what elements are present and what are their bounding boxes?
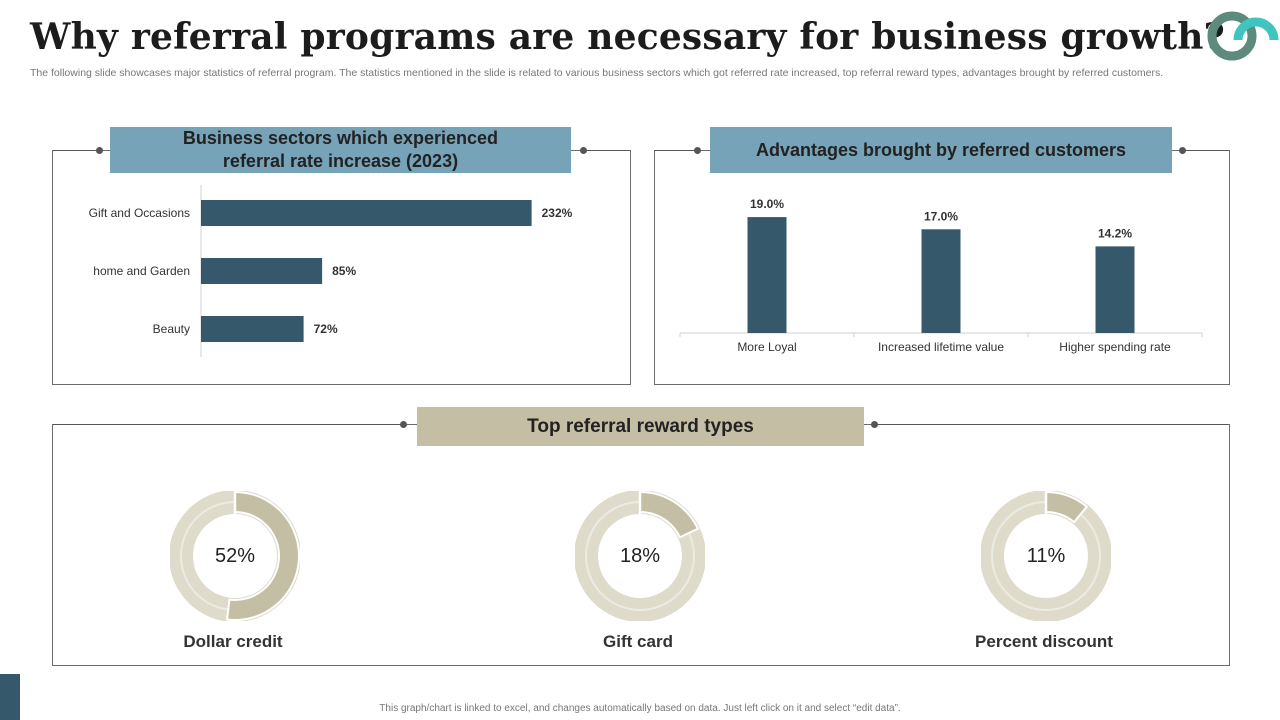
footer-note: This graph/chart is linked to excel, and… <box>379 703 901 714</box>
advantages-bar-chart: 19.0% More Loyal 17.0% Increased lifetime v… <box>679 197 1203 354</box>
rewards-connector-line-right <box>875 424 1228 425</box>
rewards-connector-dot-left <box>400 421 407 428</box>
sectors-value-label-beauty: 72% <box>314 322 338 336</box>
advantages-value-label-increased-lifetime-value: 17.0% <box>924 209 958 223</box>
donut-gift-card-ring <box>574 490 706 622</box>
donut-percent-discount-value: 11% <box>1026 544 1066 567</box>
advantages-bar-more-loyal <box>747 217 787 333</box>
donut-gift-card: 18% <box>574 490 706 622</box>
advantages-category-label-increased-lifetime-value: Increased lifetime value <box>878 340 1004 354</box>
sectors-connector-line-right <box>584 150 629 151</box>
rewards-panel-title: Top referral reward types <box>417 407 864 446</box>
advantages-connector-line-left <box>655 150 697 151</box>
donut-percent-discount-ring <box>980 490 1112 622</box>
advantages-connector-dot-left <box>694 147 701 154</box>
advantages-panel-title: Advantages brought by referred customers <box>710 127 1172 173</box>
sectors-category-label-beauty: Beauty <box>153 322 190 336</box>
advantages-bar-higher-spending-rate <box>1095 246 1135 333</box>
side-accent-bar <box>0 674 20 720</box>
sectors-connector-dot-right <box>580 147 587 154</box>
sectors-category-label-gift-and-occasions: Gift and Occasions <box>89 206 190 220</box>
donut-dollar-credit-value: 52% <box>214 544 256 567</box>
donut-percent-discount: 11% <box>980 490 1112 622</box>
donut-slice-gift-card <box>639 490 700 539</box>
advantages-category-label-higher-spending-rate: Higher spending rate <box>1059 340 1171 354</box>
rewards-connector-dot-right <box>871 421 878 428</box>
sectors-category-label-home-and-garden: home and Garden <box>93 264 190 278</box>
advantages-category-label-more-loyal: More Loyal <box>737 340 796 354</box>
donut-slice-percent-discount <box>1045 490 1089 524</box>
advantages-value-label-more-loyal: 19.0% <box>750 197 784 211</box>
advantages-bar-increased-lifetime-value <box>921 229 961 333</box>
advantages-connector-line-right <box>1183 150 1228 151</box>
company-logo-icon <box>1207 11 1279 61</box>
advantages-value-label-higher-spending-rate: 14.2% <box>1098 226 1132 240</box>
donut-percent-discount-label: Percent discount <box>975 632 1113 651</box>
sectors-connector-dot-left <box>96 147 103 154</box>
donut-slice-dollar-credit <box>225 490 300 621</box>
advantages-connector-dot-right <box>1179 147 1186 154</box>
donut-dollar-credit-ring <box>169 490 301 622</box>
sectors-bar-gift-and-occasions <box>201 200 532 226</box>
sectors-bar-chart: Gift and Occasions 232% home and Garden 85%… <box>89 185 573 357</box>
sectors-bar-beauty <box>201 316 304 342</box>
rewards-connector-line-left <box>53 424 403 425</box>
sectors-value-label-home-and-garden: 85% <box>332 264 356 278</box>
page-subtitle: The following slide showcases major stat… <box>30 67 1164 79</box>
page-title: Why referral programs are necessary for … <box>30 16 1225 58</box>
donut-gift-card-value: 18% <box>619 544 661 567</box>
sectors-connector-line-left <box>53 150 99 151</box>
donut-gift-card-label: Gift card <box>603 632 673 651</box>
sectors-panel-title: Business sectors which experienced refer… <box>110 127 571 173</box>
donut-dollar-credit: 52% <box>169 490 301 622</box>
sectors-value-label-gift-and-occasions: 232% <box>542 206 573 220</box>
sectors-bar-home-and-garden <box>201 258 323 284</box>
donut-dollar-credit-label: Dollar credit <box>183 632 283 651</box>
